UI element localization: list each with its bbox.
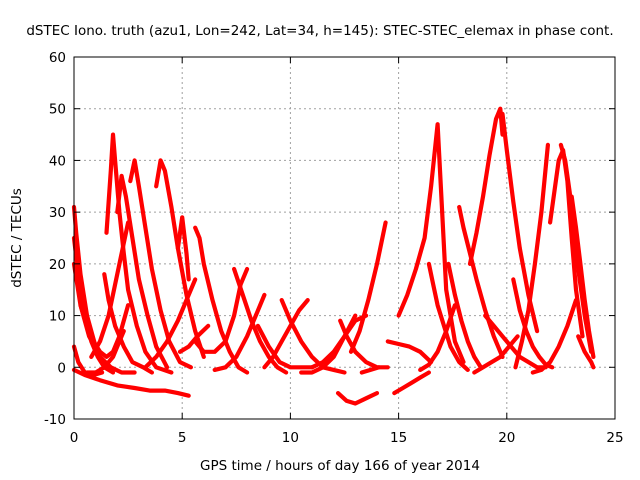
- y-tick-label: 60: [49, 50, 66, 66]
- data-series-26: [335, 391, 380, 406]
- data-series-30: [392, 370, 431, 396]
- y-tick-label: 30: [49, 205, 66, 221]
- data-series-25: [309, 313, 369, 370]
- data-series-31: [385, 339, 434, 365]
- data-series-47: [576, 334, 596, 370]
- data-series-37: [467, 106, 505, 266]
- data-series-11: [115, 173, 170, 370]
- y-tick-label: 10: [49, 309, 66, 325]
- data-series-28: [348, 220, 388, 354]
- data-series-5: [71, 367, 191, 398]
- y-tick-label: 20: [49, 257, 66, 273]
- data-series-10: [102, 272, 154, 375]
- data-series-17: [193, 225, 250, 375]
- y-tick-label: 50: [49, 102, 66, 118]
- axis-ticks: [73, 56, 616, 420]
- data-series-36: [457, 204, 505, 359]
- y-tick-label: 0: [57, 360, 66, 376]
- data-series-group: [71, 106, 596, 406]
- data-series-15: [143, 277, 198, 370]
- data-series-23: [279, 298, 347, 375]
- data-series-42: [513, 142, 550, 370]
- x-tick-label: 10: [282, 430, 299, 446]
- data-series-33: [418, 303, 457, 372]
- data-series-9: [104, 132, 174, 375]
- data-series-29: [359, 365, 382, 375]
- data-series-19: [212, 292, 267, 372]
- x-tick-label: 20: [498, 430, 515, 446]
- data-series-1: [71, 204, 98, 349]
- x-tick-label: 15: [390, 430, 407, 446]
- x-tick-labels: 0 5 10 15 20 25: [70, 430, 624, 446]
- y-tick-label: -10: [44, 412, 66, 428]
- data-series-35: [446, 261, 483, 370]
- y-tick-label: 40: [49, 153, 66, 169]
- x-tick-label: 25: [606, 430, 623, 446]
- data-series-16: [177, 323, 211, 354]
- chart-title: dSTEC Iono. truth (azu1, Lon=242, Lat=34…: [26, 23, 613, 39]
- x-tick-label: 0: [70, 430, 79, 446]
- data-series-43: [530, 298, 579, 375]
- data-series-13: [154, 158, 206, 359]
- data-series-24: [299, 313, 358, 375]
- data-series-21: [255, 323, 315, 370]
- y-axis-label: dSTEC / TECUs: [9, 188, 25, 288]
- data-series-22: [262, 298, 310, 370]
- data-series-40: [483, 313, 548, 370]
- x-axis-label: GPS time / hours of day 166 of year 2014: [200, 458, 480, 474]
- data-series-46: [569, 194, 596, 359]
- data-series-20: [232, 266, 289, 375]
- data-series-14: [175, 215, 191, 282]
- plot-frame: [73, 56, 616, 420]
- x-tick-label: 5: [178, 430, 187, 446]
- data-series-12: [128, 158, 193, 370]
- y-tick-labels: -10 0 10 20 30 40 50 60: [44, 50, 66, 428]
- data-series-32: [396, 122, 466, 365]
- data-series-34: [426, 261, 470, 372]
